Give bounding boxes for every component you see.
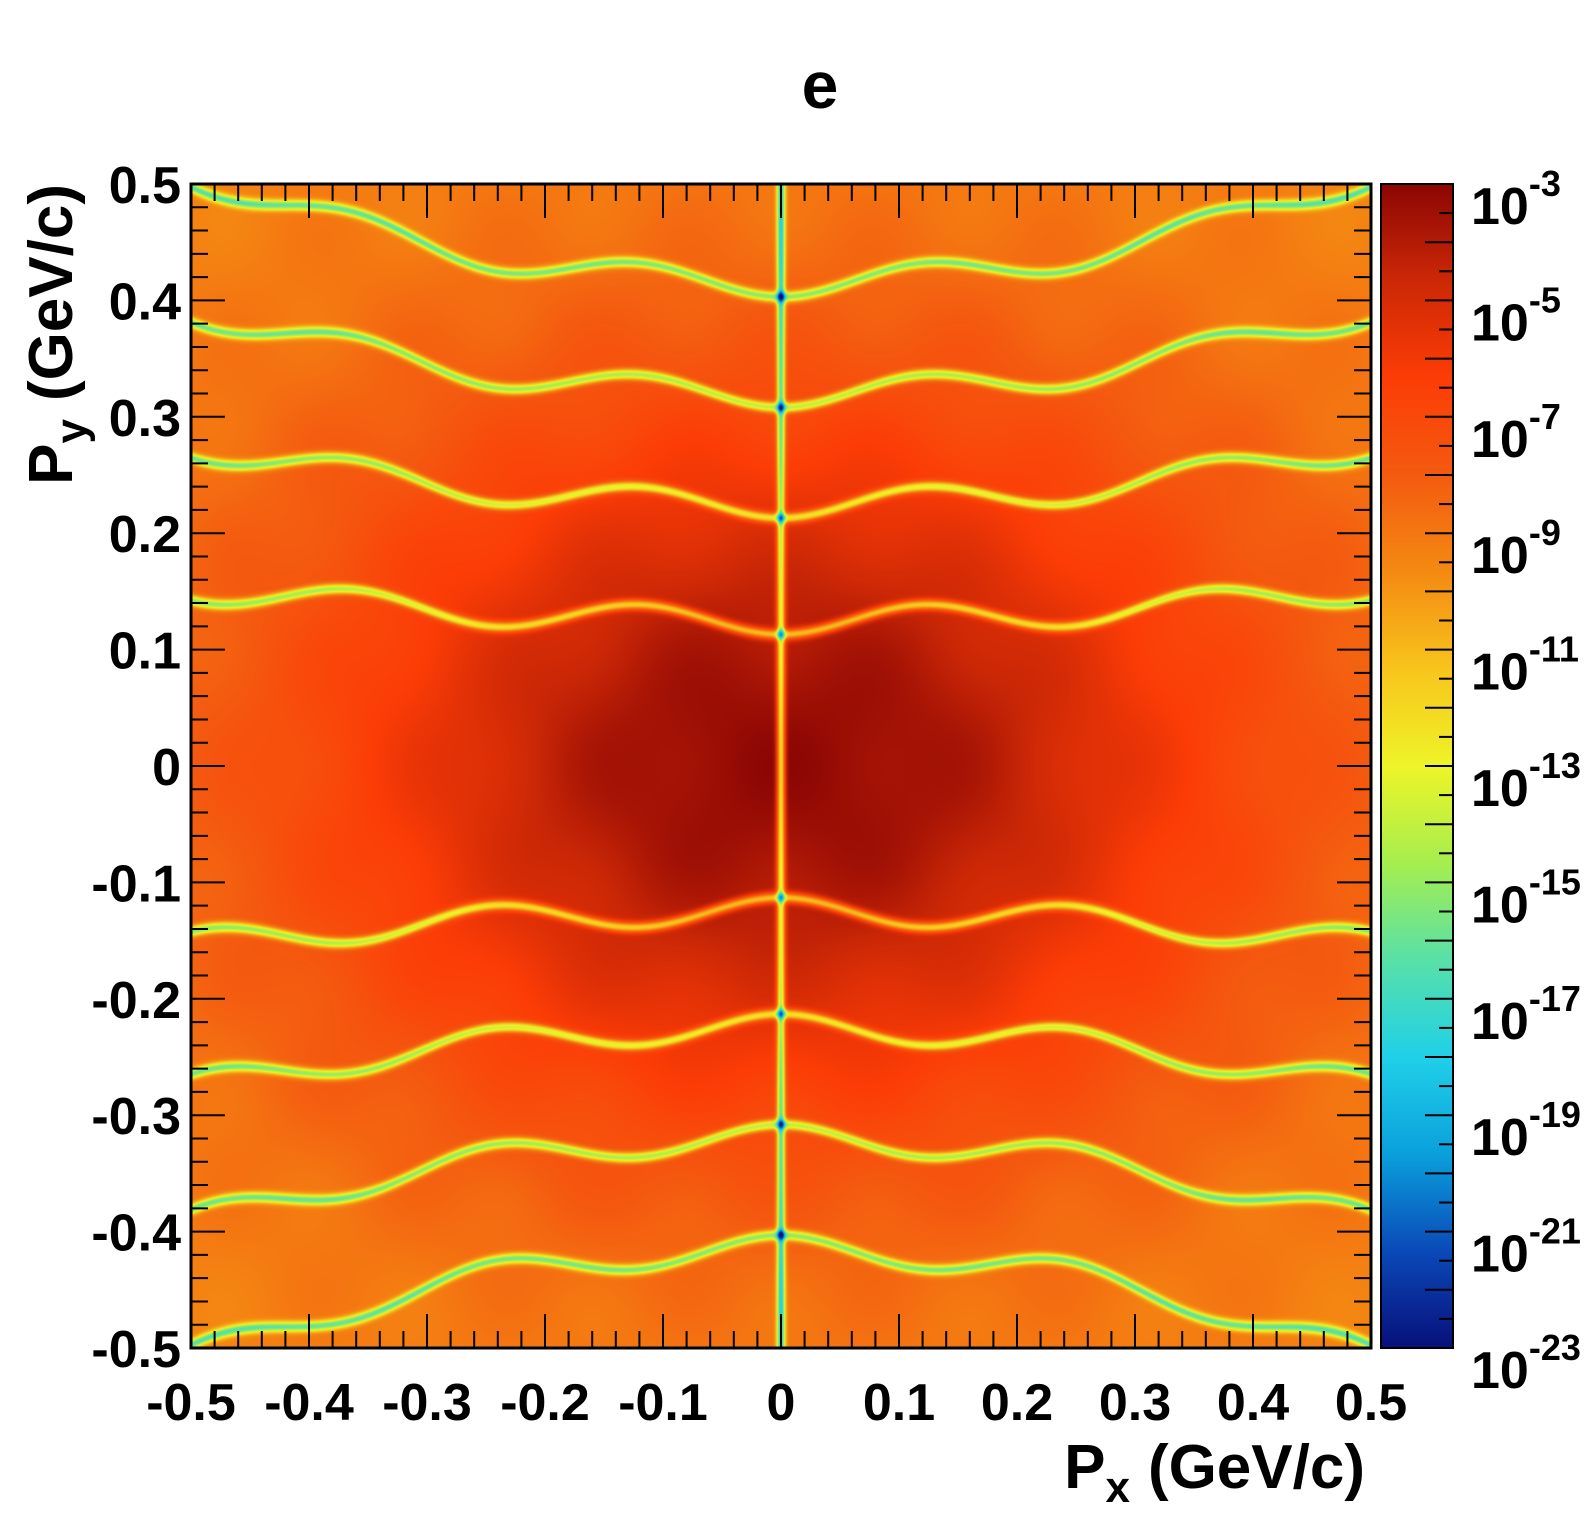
colorbar-tick-label: 10-3 [1471,163,1561,236]
colorbar-tick-base: 10 [1471,1109,1529,1167]
x-tick-label: 0 [767,1374,796,1432]
colorbar-tick-labels: 10-2310-2110-1910-1710-1510-1310-1110-91… [1471,163,1581,1400]
colorbar-tick-label: 10-7 [1471,396,1561,469]
y-tick-marks [191,183,1371,1349]
colorbar-tick-base: 10 [1471,644,1529,702]
y-tick-label: -0.4 [91,1205,181,1263]
colorbar-tick-base: 10 [1471,294,1529,352]
colorbar-tick-label: 10-11 [1471,629,1579,702]
chart-title: e [802,48,839,122]
colorbar-tick-label: 10-13 [1471,745,1581,818]
heatmap-canvas [191,184,1371,1348]
colorbar-tick-label: 10-21 [1471,1211,1581,1284]
colorbar-tick-exponent: -21 [1529,1211,1581,1252]
x-tick-label: 0.4 [1217,1374,1289,1432]
y-axis-label-main: P [17,444,86,485]
x-tick-label: -0.3 [382,1374,472,1432]
colorbar-tick-base: 10 [1471,1342,1529,1400]
colorbar-tick-exponent: -17 [1529,978,1581,1019]
colorbar-tick-marks [1425,183,1453,1349]
y-axis-label: Py (GeV/c) [17,184,96,485]
colorbar-tick-base: 10 [1471,876,1529,934]
colorbar-tick-base: 10 [1471,993,1529,1051]
y-tick-label: -0.3 [91,1088,181,1146]
x-tick-label: -0.2 [500,1374,590,1432]
colorbar-tick-exponent: -7 [1529,396,1561,437]
colorbar-tick-base: 10 [1471,527,1529,585]
colorbar-tick-exponent: -15 [1529,861,1581,902]
colorbar-tick-label: 10-17 [1471,978,1581,1051]
colorbar-tick-label: 10-5 [1471,279,1561,352]
colorbar-tick-exponent: -5 [1529,279,1561,320]
x-tick-label: -0.1 [618,1374,708,1432]
x-tick-marks [190,184,1372,1348]
colorbar-tick-exponent: -3 [1529,163,1561,204]
x-tick-label: -0.4 [264,1374,354,1432]
x-tick-label: 0.3 [1099,1374,1171,1432]
x-axis-label-sub: x [1105,1463,1130,1512]
colorbar-tick-base: 10 [1471,760,1529,818]
y-axis-label-sub: y [47,419,96,444]
x-tick-label: 0.1 [863,1374,935,1432]
x-axis-label: Px (GeV/c) [1064,1433,1365,1512]
colorbar-tick-exponent: -19 [1529,1094,1581,1135]
y-tick-label: 0.5 [109,157,181,215]
y-tick-label: 0.4 [109,273,181,331]
colorbar-tick-label: 10-15 [1471,861,1581,934]
colorbar-tick-base: 10 [1471,178,1529,236]
y-tick-labels: -0.5 -0.4 -0.3 -0.2 -0.1 0 0.1 0.2 0.3 0.4 0.5 [91,157,181,1379]
x-tick-label: 0.5 [1335,1374,1407,1432]
colorbar-tick-label: 10-9 [1471,512,1561,585]
y-tick-label: 0 [152,739,181,797]
x-tick-labels: -0.5 -0.4 -0.3 -0.2 -0.1 0 0.1 0.2 0.3 0.4 0.5 [146,1374,1407,1432]
colorbar-tick-label: 10-19 [1471,1094,1581,1167]
x-axis-label-unit: (GeV/c) [1148,1433,1365,1502]
y-tick-label: 0.3 [109,390,181,448]
y-axis-label-unit: (GeV/c) [17,184,86,401]
y-tick-label: 0.1 [109,623,181,681]
y-tick-label: 0.2 [109,506,181,564]
x-tick-label: 0.2 [981,1374,1053,1432]
colorbar-tick-base: 10 [1471,411,1529,469]
y-tick-label: -0.5 [91,1321,181,1379]
x-tick-label: -0.5 [146,1374,236,1432]
colorbar-tick-exponent: -9 [1529,512,1561,553]
colorbar-tick-base: 10 [1471,1226,1529,1284]
colorbar-tick-exponent: -23 [1529,1327,1581,1368]
colorbar-tick-exponent: -13 [1529,745,1581,786]
y-tick-label: -0.1 [91,855,181,913]
colorbar-tick-label: 10-23 [1471,1327,1581,1400]
y-tick-label: -0.2 [91,972,181,1030]
x-axis-label-main: P [1064,1433,1105,1502]
colorbar-tick-exponent: -11 [1529,629,1579,670]
